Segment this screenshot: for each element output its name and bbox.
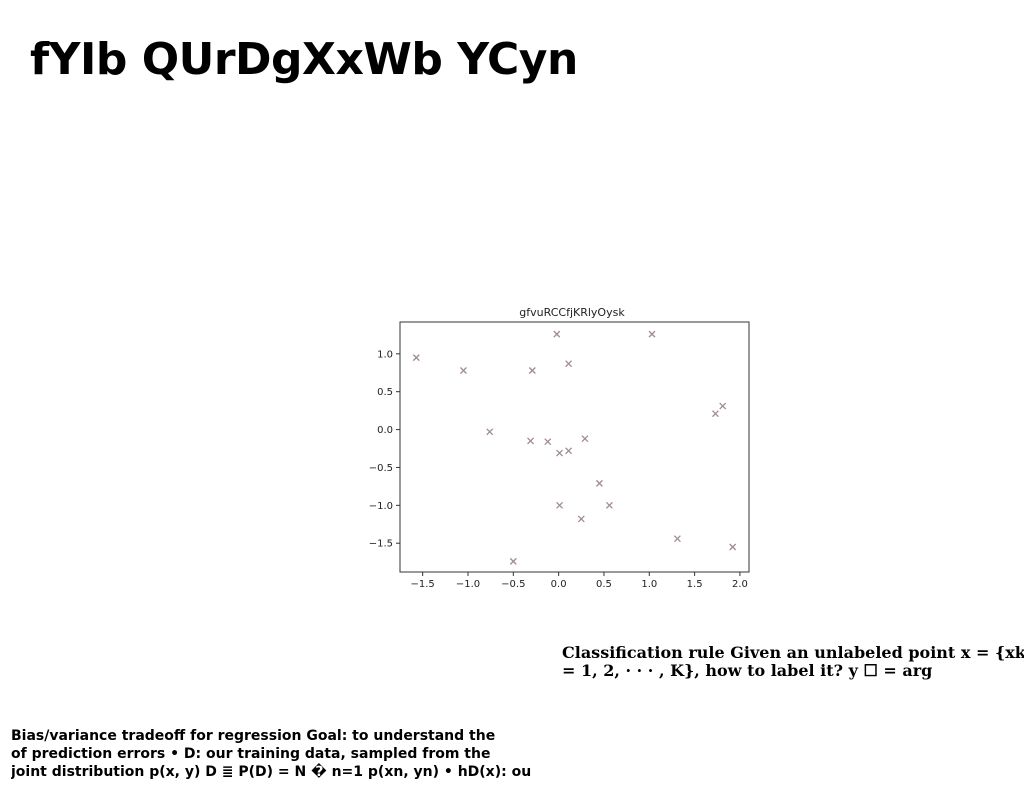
data-point xyxy=(719,402,727,410)
data-point xyxy=(605,501,613,509)
data-point xyxy=(673,535,681,543)
data-point xyxy=(528,367,536,374)
x-axis: −1.5 −1.0 −0.5 0.0 0.5 1.0 1.5 2.0 xyxy=(411,572,748,590)
y-tick-label: −0.5 xyxy=(369,463,393,474)
scatter-chart: gfvuRCCfjKRlyOysk −1.5 −1.0 −0.5 0.0 0.5 1.0 1… xyxy=(369,306,750,590)
x-tick-label: 0.0 xyxy=(551,579,567,590)
data-point xyxy=(556,501,564,509)
bias-variance-text: Bias/variance tradeoff for regression Go… xyxy=(11,728,531,780)
y-tick-label: 0.5 xyxy=(377,387,393,398)
data-point xyxy=(577,515,585,523)
classification-rule-text: Classification rule Given an unlabeled p… xyxy=(562,644,1024,680)
data-point xyxy=(412,354,420,362)
chart-title: gfvuRCCfjKRlyOysk xyxy=(519,306,625,319)
data-point xyxy=(712,410,719,418)
x-tick-label: 0.5 xyxy=(596,579,612,590)
y-tick-label: −1.0 xyxy=(369,501,393,512)
data-point xyxy=(544,438,552,446)
y-tick-label: −1.5 xyxy=(369,539,393,550)
data-point xyxy=(509,557,517,565)
x-tick-label: 1.5 xyxy=(687,579,703,590)
data-point xyxy=(581,435,589,443)
x-tick-label: 1.0 xyxy=(641,579,657,590)
x-tick-label: −0.5 xyxy=(501,579,525,590)
data-point xyxy=(556,449,564,457)
data-point xyxy=(553,330,561,338)
data-point xyxy=(527,437,534,445)
x-tick-label: −1.0 xyxy=(456,579,480,590)
x-tick-label: −1.5 xyxy=(411,579,435,590)
y-tick-label: 1.0 xyxy=(377,349,393,360)
plot-frame xyxy=(399,321,750,573)
data-point xyxy=(486,428,494,436)
y-axis: 1.0 0.5 0.0 −0.5 −1.0 −1.5 xyxy=(369,349,400,550)
page-title: fYIb QUrDgXxWb YCyn xyxy=(30,34,578,85)
data-points xyxy=(412,330,737,565)
y-tick-label: 0.0 xyxy=(377,425,393,436)
data-point xyxy=(648,330,656,338)
data-point xyxy=(595,479,603,487)
x-tick-label: 2.0 xyxy=(732,579,748,590)
data-point xyxy=(729,543,737,551)
data-point xyxy=(565,360,573,368)
data-point xyxy=(459,367,467,374)
data-point xyxy=(565,447,573,455)
